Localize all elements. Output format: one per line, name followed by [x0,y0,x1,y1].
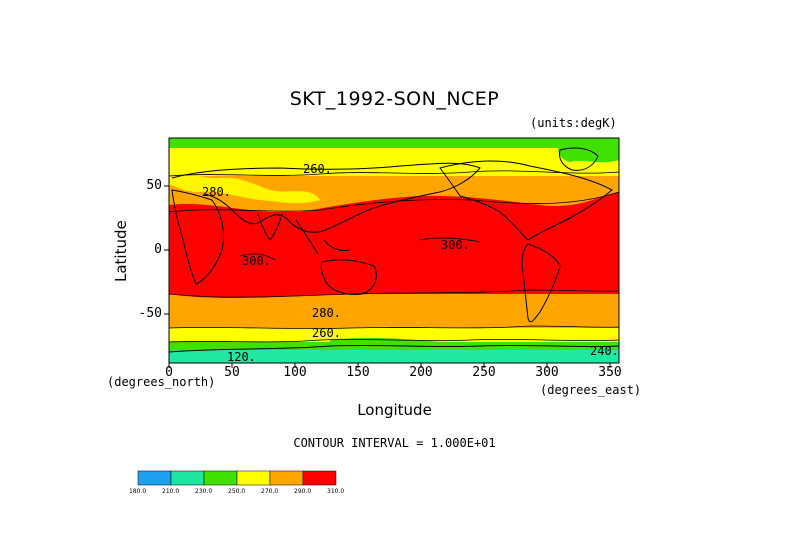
contour-label: 240. [590,344,619,358]
arctic-patch [558,140,619,163]
band-tropical [169,212,619,294]
colorbar-label: 250.0 [228,488,245,495]
x-tick-label: 150 [346,365,370,380]
y-tick-label: 0 [154,242,162,257]
coast-south-america [521,243,561,323]
coast-india [257,213,283,241]
contour-label: 120. [227,350,256,364]
x-tick-label: 50 [224,365,240,380]
contour-label: 260. [303,162,332,176]
coast-north-america [439,160,613,241]
map-plot-area: 260. 280. 300. 300. 280. 260. 120. 240. [164,137,620,368]
y-axis-units: (degrees_north) [107,375,216,389]
coast-greenland [559,147,599,171]
contour-label: 280. [202,185,231,199]
x-tick-label: 200 [409,365,433,380]
colorbar-swatch-6 [302,470,337,486]
contour-interval-text: CONTOUR INTERVAL = 1.000E+01 [293,436,496,450]
y-axis-label-wrap: Latitude [112,220,174,300]
colorbar-label: 230.0 [195,488,212,495]
y-tick-label: -50 [138,306,162,321]
coast-antarctica [168,344,620,353]
y-tick-label: 50 [146,178,162,193]
x-tick-label: 350 [598,365,622,380]
units-label: (units:degK) [530,116,617,130]
contour-label: 300. [242,254,271,268]
contour-label: 260. [312,326,341,340]
band-south-cool [169,328,619,342]
colorbar: 180.0 210.0 230.0 250.0 270.0 290.0 310.… [129,470,344,495]
x-axis-label: Longitude [357,401,432,419]
colorbar-label: 180.0 [129,488,146,495]
north-cool-tongue [169,173,320,204]
colorbar-swatch-3 [203,470,238,486]
x-tick-label: 100 [283,365,307,380]
coast-se-asia [295,219,351,255]
colorbar-label: 210.0 [162,488,179,495]
band-south-temperate [169,294,619,328]
contour-label: 300. [441,238,470,252]
band-north-cool [169,148,619,176]
x-tick-label: 250 [472,365,496,380]
colorbar-label: 270.0 [261,488,278,495]
colorbar-label: 310.0 [327,488,344,495]
coast-africa [171,189,225,285]
antarctic-yellow-patch [330,337,440,350]
y-axis-label: Latitude [112,220,130,282]
contour-lines [168,170,620,343]
coastlines [168,147,620,353]
colorbar-swatch-1 [137,470,172,486]
colorbar-label: 290.0 [294,488,311,495]
x-axis-units: (degrees_east) [540,383,642,397]
contour-label: 280. [312,306,341,320]
tick-marks [164,185,611,368]
band-antarctic [169,350,619,363]
x-tick-label: 300 [535,365,559,380]
band-north-polar [169,138,619,148]
x-tick-label: 0 [165,365,173,380]
contour-label-group: 260. 280. 300. 300. 280. 260. 120. 240. [202,162,619,364]
coast-eurasia [171,162,481,233]
map-title: SKT_1992-SON_NCEP [289,88,500,110]
colorbar-swatch-2 [170,470,205,486]
colorbar-swatch-4 [236,470,271,486]
colorbar-swatch-5 [269,470,304,486]
